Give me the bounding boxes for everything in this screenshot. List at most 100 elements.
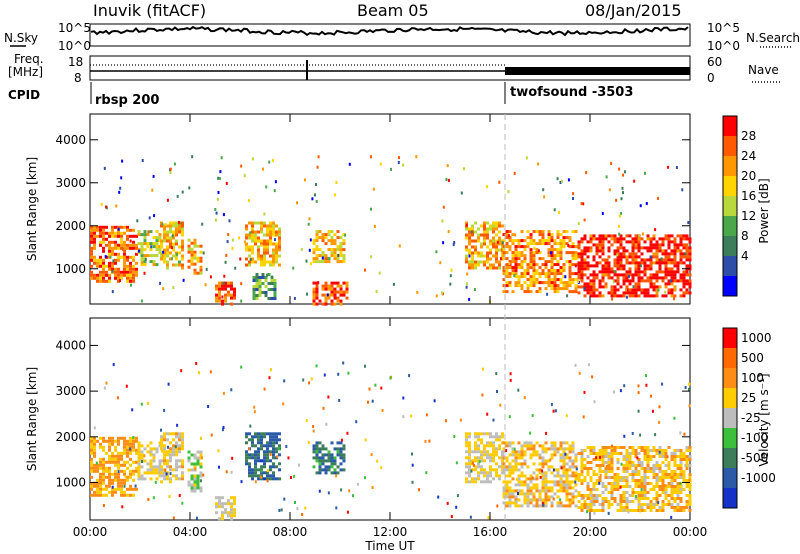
ytick-label-3000: 3000 (55, 176, 86, 190)
colorbar-swatch-4 (723, 196, 737, 216)
velocity-frame (89, 317, 691, 521)
ytick-label-2000: 2000 (55, 430, 86, 444)
noise-sky-trace (90, 25, 689, 37)
colorbar-label-7: -1000 (741, 471, 776, 485)
xtick-label-1: 04:00 (173, 525, 208, 539)
colorbar-label-6: 4 (741, 249, 749, 263)
velocity-colorbar: 1000 500 100 25 -25 -100 -500 -1000 (722, 327, 776, 509)
colorbar-swatch-6 (723, 156, 737, 176)
noise-tick-top: 10^5 (58, 21, 91, 35)
power-ylabel: Slant Range [km] (25, 157, 39, 261)
time-axis-label: Time UT (364, 539, 415, 553)
ytick-label-2000: 2000 (55, 219, 86, 233)
ytick-label-4000: 4000 (55, 133, 86, 147)
xtick-label-6: 00:00 (673, 525, 708, 539)
colorbar-swatch-2 (723, 236, 737, 256)
colorbar-label-2: 100 (741, 371, 764, 385)
ytick-label-4000: 4000 (55, 338, 86, 352)
power-colorbar-label: Power [dB] (757, 178, 771, 243)
colorbar-label-1: 24 (741, 149, 756, 163)
colorbar-label-4: 12 (741, 209, 756, 223)
velocity-echo-regions (90, 361, 692, 521)
echo-region-2 (160, 221, 184, 270)
echo-region-11 (577, 234, 692, 298)
echo-region-2 (160, 432, 184, 484)
colorbar-swatch-5 (723, 388, 737, 408)
echo-region-3 (187, 238, 203, 275)
ytick-label-3000: 3000 (55, 384, 86, 398)
nave-tick-bottom: 0 (707, 71, 715, 85)
velocity-yticks: 1000 2000 3000 4000 (55, 338, 690, 490)
colorbar-label-0: 28 (741, 129, 756, 143)
echo-region-8 (312, 281, 349, 306)
freq-tick-bottom: 8 (74, 71, 82, 85)
colorbar-swatch-6 (723, 368, 737, 388)
colorbar-label-3: 16 (741, 189, 756, 203)
power-panel: 1000 2000 3000 4000 Slant Range [km] (25, 113, 692, 306)
echo-region-6 (312, 441, 346, 475)
ytick-label-1000: 1000 (55, 262, 86, 276)
nsky-label: N.Sky (4, 31, 38, 45)
colorbar-swatch-4 (723, 408, 737, 428)
colorbar-swatch-7 (723, 348, 737, 368)
colorbar-swatch-3 (723, 428, 737, 448)
velocity-ylabel: Slant Range [km] (25, 367, 39, 471)
echo-region-7 (465, 432, 504, 484)
echo-region-10 (502, 230, 578, 294)
nave-trace-dense (505, 67, 690, 75)
colorbar-label-3: 25 (741, 391, 756, 405)
echo-region-9 (577, 446, 692, 512)
nsearch-label: N.Search (746, 31, 800, 45)
echo-region-4 (215, 281, 236, 306)
echo-region-5 (245, 221, 281, 267)
nave-label: Nave (748, 63, 779, 77)
colorbar-swatch-8 (723, 328, 737, 348)
noise-tick-right-bottom: 10^0 (707, 39, 740, 53)
xtick-label-2: 08:00 (273, 525, 308, 539)
echo-region-0 (90, 225, 138, 283)
colorbar-swatch-2 (723, 448, 737, 468)
colorbar-swatch-3 (723, 216, 737, 236)
beam-title: Beam 05 (357, 1, 429, 20)
power-echo-regions (90, 155, 692, 306)
echo-region-8 (502, 441, 578, 508)
radar-title: Inuvik (fitACF) (93, 1, 206, 20)
colorbar-label-0: 1000 (741, 331, 772, 345)
colorbar-swatch-0 (723, 488, 737, 508)
xtick-label-5: 20:00 (573, 525, 608, 539)
ytick-label-1000: 1000 (55, 476, 86, 490)
velocity-colorbar-label: Velocity [m s⁻¹] (757, 373, 771, 466)
colorbar-label-5: -100 (741, 431, 768, 445)
echo-region-7 (312, 230, 346, 264)
colorbar-swatch-8 (723, 116, 737, 136)
xtick-label-0: 00:00 (73, 525, 108, 539)
power-xticks (89, 114, 691, 304)
noise-tick-bottom: 10^0 (58, 39, 91, 53)
power-yticks: 1000 2000 3000 4000 (55, 133, 690, 276)
freq-label-2: [MHz] (8, 65, 43, 79)
colorbar-label-5: 8 (741, 229, 749, 243)
colorbar-frame (722, 327, 738, 509)
power-colorbar: 28 24 20 16 12 8 4 (722, 115, 756, 297)
colorbar-swatch-1 (723, 468, 737, 488)
colorbar-swatch-0 (723, 276, 737, 296)
echo-region-5 (245, 432, 281, 481)
nave-tick-top: 60 (707, 55, 722, 69)
noise-panel (89, 23, 691, 47)
echo-region-4 (215, 496, 236, 521)
colorbar-label-4: -25 (741, 411, 761, 425)
colorbar-label-2: 20 (741, 169, 756, 183)
colorbar-frame (722, 115, 738, 297)
xtick-label-4: 16:00 (473, 525, 508, 539)
sparse-echoes (100, 155, 690, 304)
date-title: 08/Jan/2015 (585, 1, 682, 20)
sparse-echoes (93, 361, 691, 520)
colorbar-swatch-7 (723, 136, 737, 156)
cpid-label: CPID (8, 88, 40, 102)
echo-region-0 (90, 436, 138, 497)
cpid-seg-1: rbsp 200 (95, 93, 159, 108)
xtick-label-3: 12:00 (373, 525, 408, 539)
colorbar-swatch-1 (723, 256, 737, 276)
velocity-panel: 1000 2000 3000 4000 00:00 04:00 08:00 12:00 16:… (25, 317, 708, 553)
